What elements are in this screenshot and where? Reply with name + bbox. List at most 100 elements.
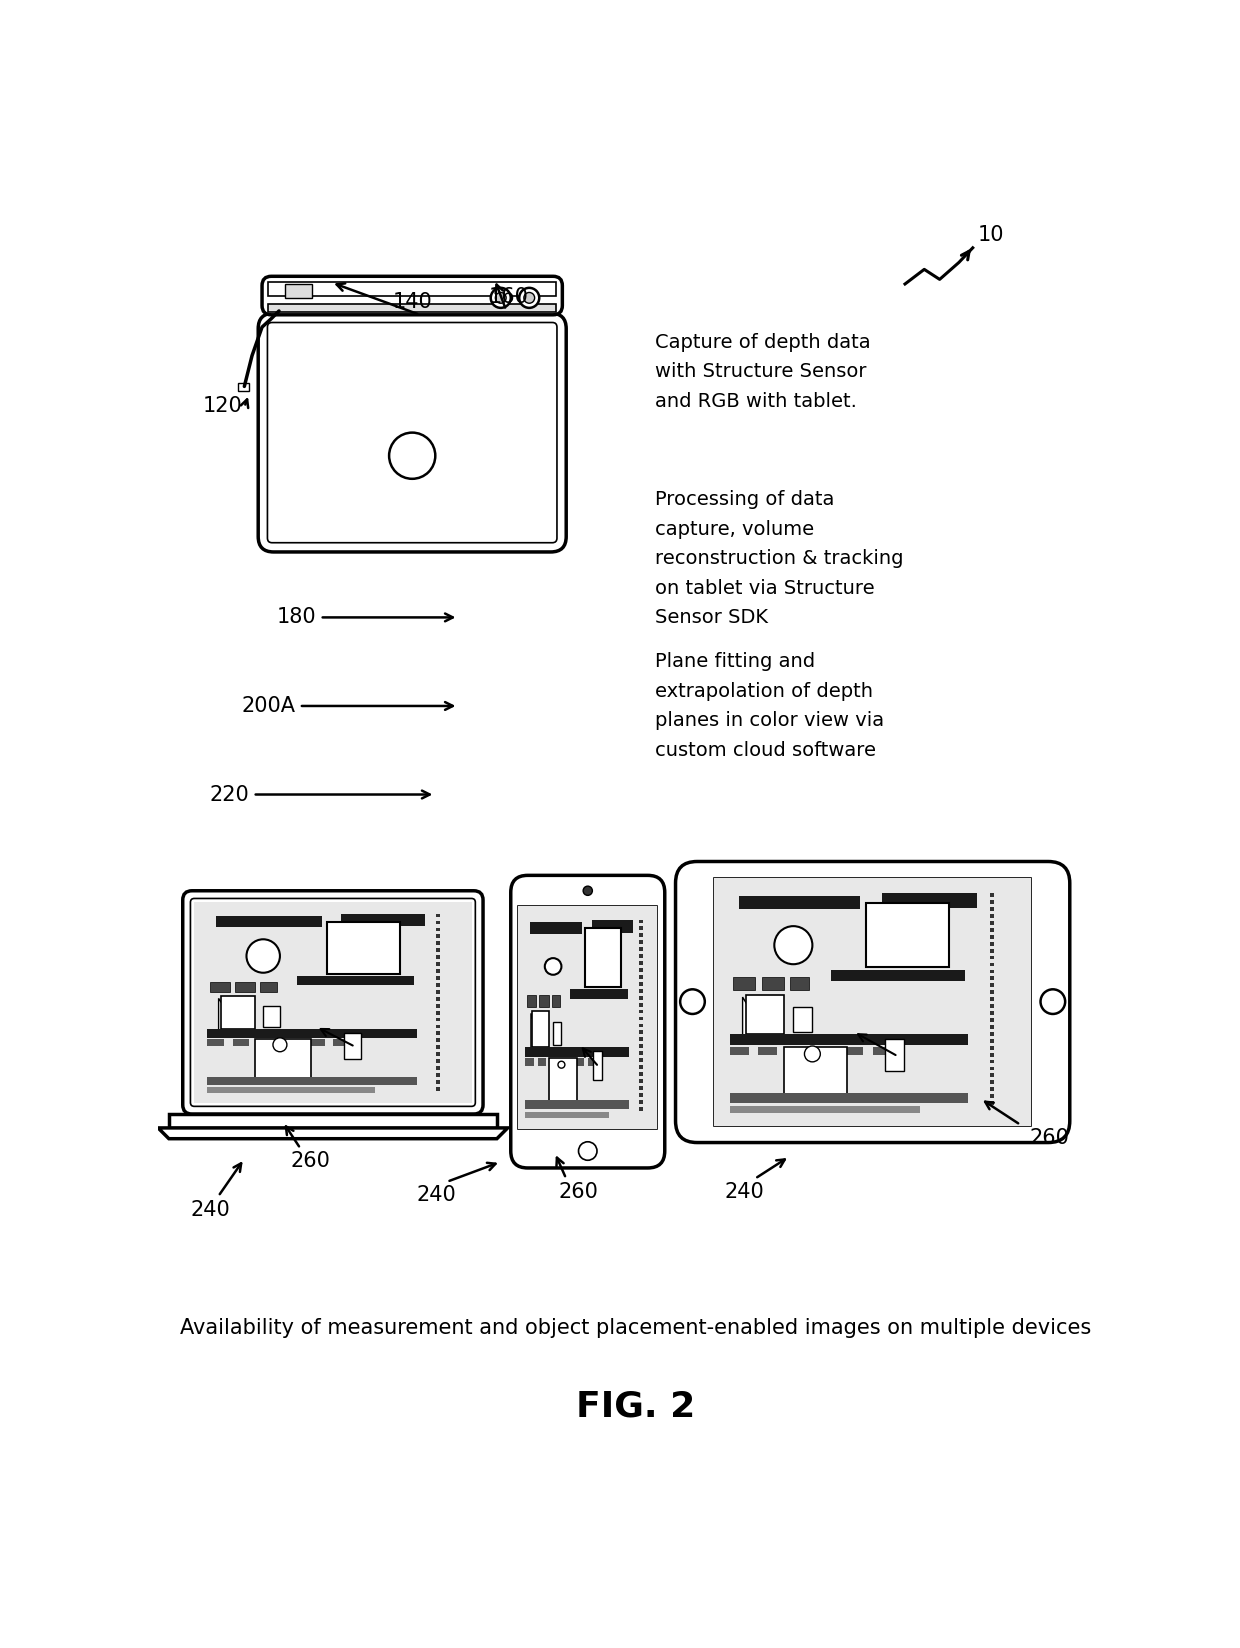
Text: 180: 180 [277, 608, 316, 628]
Bar [639, 1086, 642, 1089]
Text: Plane fitting and
extrapolation of depth
planes in color view via
custom cloud s: Plane fitting and extrapolation of depth… [655, 653, 884, 760]
Bar [436, 941, 440, 946]
Bar [169, 1114, 497, 1127]
Bar [990, 1018, 994, 1022]
Text: Processing of data
capture, volume
reconstruction & tracking
on tablet via Struc: Processing of data capture, volume recon… [655, 491, 903, 628]
Circle shape [558, 1061, 565, 1068]
Bar [990, 1073, 994, 1078]
FancyBboxPatch shape [676, 862, 1070, 1142]
Bar [885, 1040, 904, 1071]
Bar [436, 928, 440, 931]
Bar [639, 995, 642, 1000]
Bar [436, 948, 440, 953]
Bar [639, 954, 642, 957]
Bar [714, 878, 1032, 1126]
Bar [990, 976, 994, 981]
Bar [238, 384, 249, 391]
Bar [211, 982, 229, 992]
Bar [990, 969, 994, 974]
Bar [790, 977, 810, 990]
Bar [739, 897, 861, 910]
Circle shape [774, 926, 812, 964]
Bar [990, 949, 994, 953]
Bar [639, 920, 642, 923]
Bar [714, 878, 1032, 1126]
Bar [436, 921, 440, 925]
Text: Availability of measurement and object placement-enabled images on multiple devi: Availability of measurement and object p… [180, 1318, 1091, 1338]
Circle shape [583, 887, 593, 895]
Bar [784, 1046, 847, 1101]
Bar [990, 1094, 994, 1098]
Bar [529, 921, 583, 934]
Bar [436, 1025, 440, 1028]
Bar [761, 977, 784, 990]
Bar [332, 1038, 350, 1046]
Bar [553, 1022, 562, 1045]
Bar [575, 1058, 584, 1066]
Bar [990, 997, 994, 1000]
Text: 260: 260 [1030, 1127, 1070, 1149]
Text: 160: 160 [489, 287, 528, 307]
Bar [343, 1033, 361, 1060]
Text: 260: 260 [558, 1182, 599, 1201]
Bar [990, 1038, 994, 1043]
Bar [327, 921, 399, 974]
Bar [593, 1051, 601, 1081]
Bar [591, 920, 634, 933]
Bar [526, 1112, 609, 1119]
Text: Capture of depth data
with Structure Sensor
and RGB with tablet.: Capture of depth data with Structure Sen… [655, 333, 870, 410]
Bar [569, 989, 627, 999]
Bar [518, 906, 657, 1129]
Text: 200A: 200A [241, 695, 295, 715]
Bar [258, 1038, 274, 1046]
Bar [518, 906, 657, 1129]
Bar [588, 1058, 596, 1066]
Bar [990, 990, 994, 994]
Bar [639, 1071, 642, 1076]
Bar [539, 995, 549, 1007]
Bar [639, 1079, 642, 1083]
Bar [436, 1060, 440, 1063]
Bar [549, 1058, 577, 1107]
Bar [255, 1038, 310, 1083]
Circle shape [523, 292, 534, 303]
Bar [990, 900, 994, 905]
Text: 140: 140 [392, 292, 432, 311]
Bar [639, 948, 642, 951]
Bar [436, 1004, 440, 1007]
Circle shape [681, 989, 704, 1014]
Circle shape [389, 433, 435, 480]
Bar [585, 928, 621, 987]
Bar [268, 303, 557, 311]
Bar [436, 962, 440, 966]
Bar [233, 1038, 249, 1046]
Bar [296, 976, 414, 986]
Bar [639, 1099, 642, 1104]
Bar [436, 1073, 440, 1076]
Polygon shape [157, 1127, 507, 1139]
Bar [990, 1025, 994, 1028]
Bar [563, 1058, 572, 1066]
Bar [436, 1032, 440, 1035]
Bar [526, 1101, 630, 1109]
Bar [527, 995, 537, 1007]
Bar [207, 1078, 417, 1084]
Bar [436, 913, 440, 918]
Bar [990, 934, 994, 939]
Bar [436, 1045, 440, 1050]
Bar [436, 956, 440, 959]
Bar [990, 906, 994, 911]
Circle shape [247, 939, 280, 972]
Bar [216, 916, 321, 926]
Bar [990, 1081, 994, 1084]
Bar [990, 893, 994, 897]
Bar [990, 962, 994, 966]
Bar [263, 1007, 280, 1027]
FancyBboxPatch shape [511, 875, 665, 1168]
Bar [436, 997, 440, 1000]
Bar [283, 1038, 299, 1046]
Circle shape [273, 1038, 286, 1051]
Bar [787, 1046, 806, 1055]
Circle shape [491, 288, 511, 308]
Text: 240: 240 [417, 1185, 456, 1205]
